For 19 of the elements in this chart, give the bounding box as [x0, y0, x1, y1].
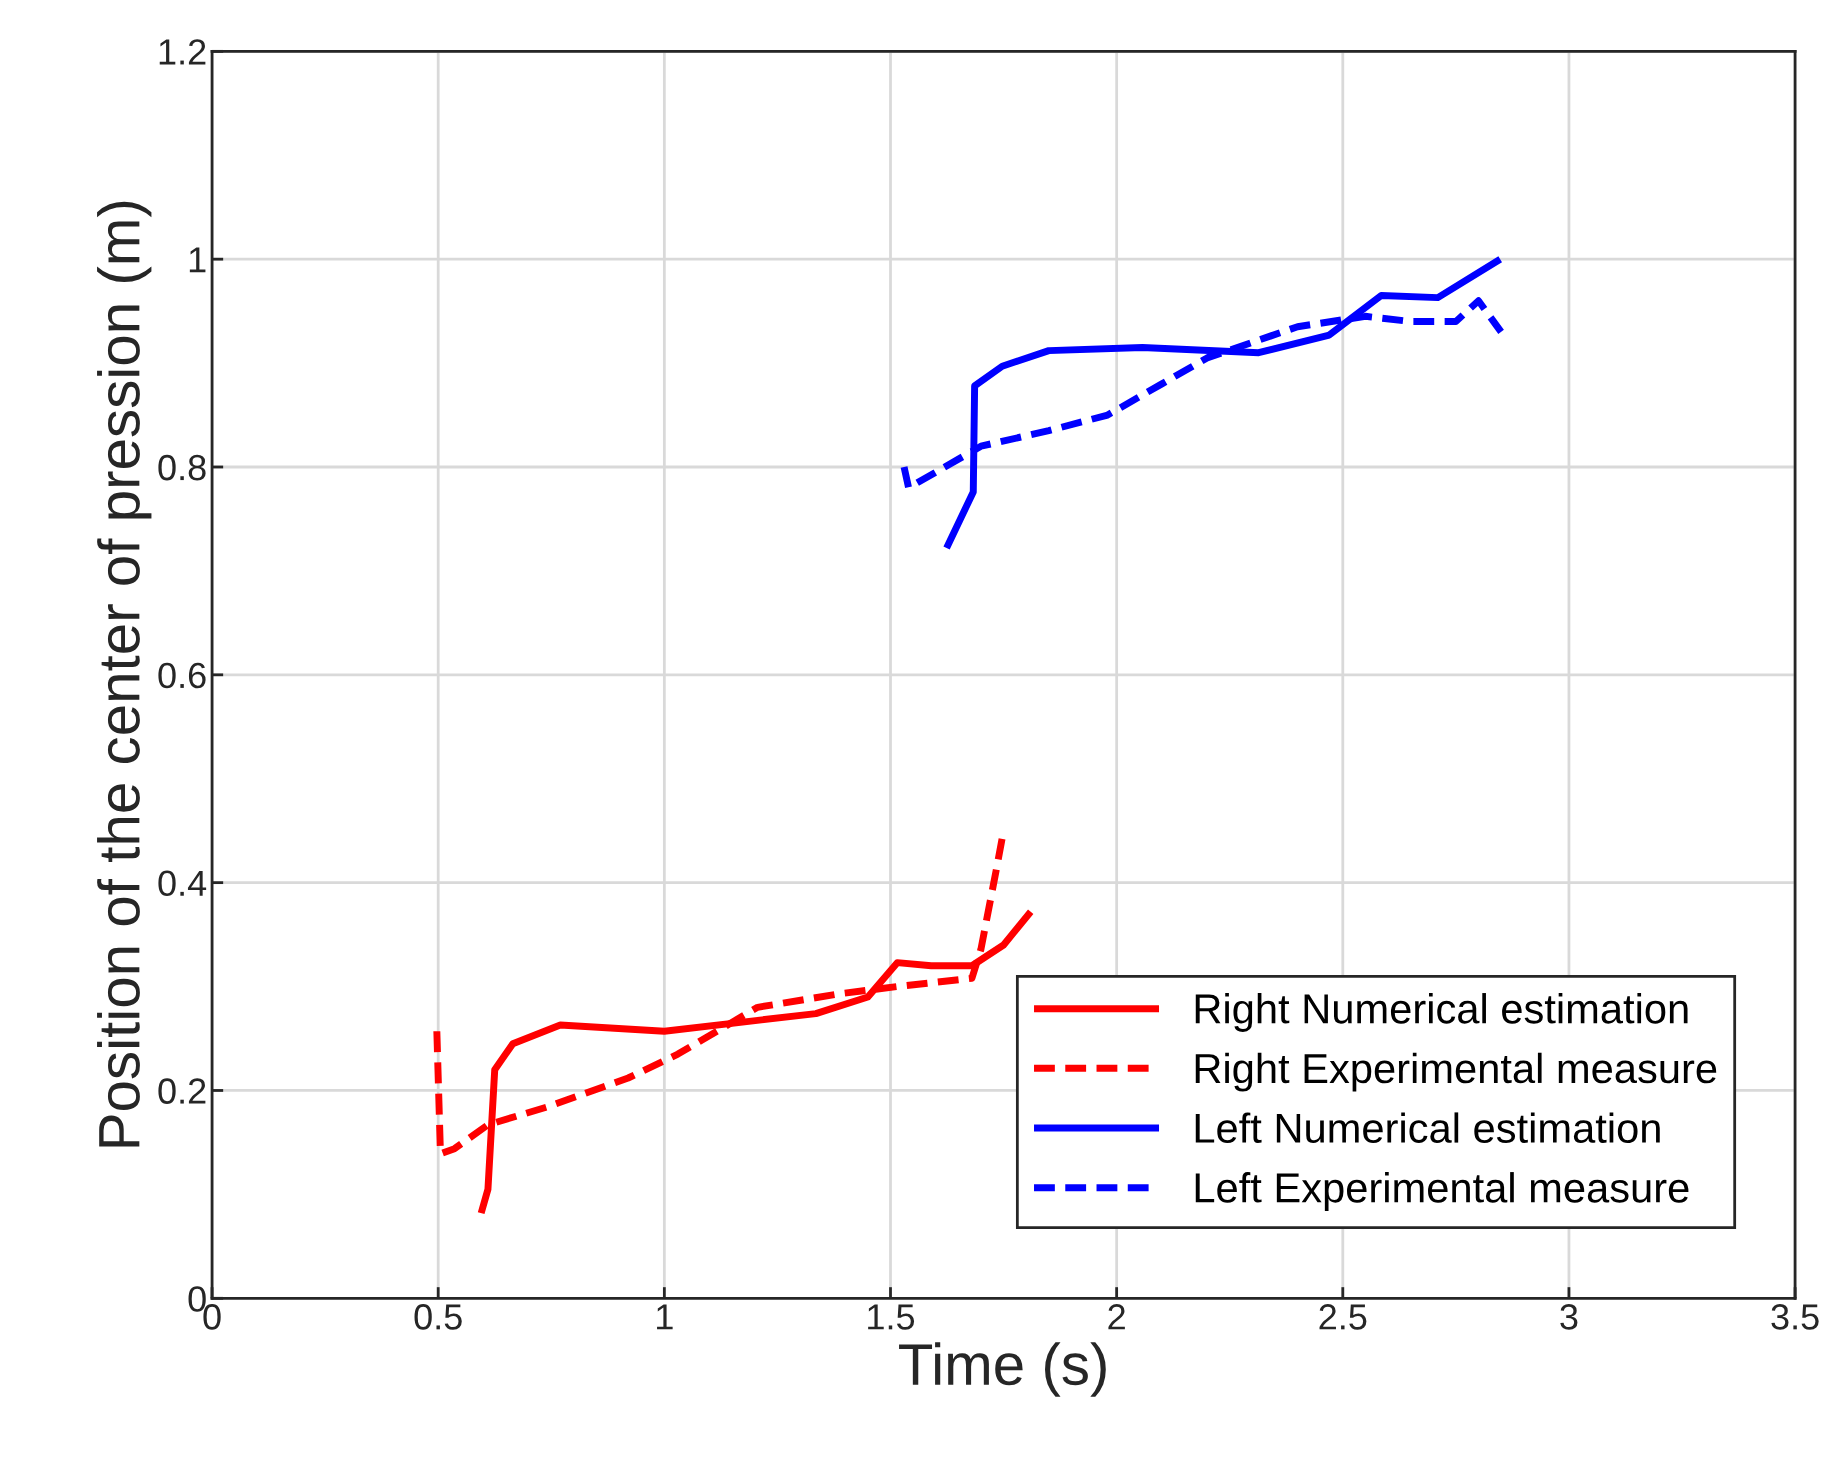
- x-axis-title: Time (s): [899, 1342, 1106, 1397]
- x-tick-label: 3.5: [1771, 1304, 1819, 1330]
- x-tick-label: 2.5: [1319, 1304, 1367, 1330]
- legend-label: Left Experimental measure: [1195, 1172, 1689, 1211]
- x-tick-label: 2: [1108, 1304, 1125, 1330]
- y-tick-label: 0.6: [158, 662, 206, 689]
- legend-label: Left Numerical estimation: [1195, 1112, 1660, 1144]
- legend-label: Right Numerical estimation: [1195, 993, 1688, 1032]
- x-tick-label: 1: [657, 1304, 673, 1330]
- x-tick-label: 1.5: [868, 1304, 915, 1330]
- y-tick-label: 1.2: [159, 39, 206, 65]
- y-tick-label: 0.2: [158, 1078, 206, 1104]
- y-tick-label: 0.8: [158, 454, 206, 481]
- y-tick-label: 0.4: [158, 870, 207, 897]
- x-tick-label: 0.5: [414, 1304, 462, 1330]
- y-tick-label: 1: [189, 247, 206, 273]
- y-axis-title: Position of the center of pression (m): [97, 201, 152, 1147]
- x-tick-label: 3: [1560, 1304, 1578, 1330]
- legend-label: Right Experimental measure: [1195, 1052, 1717, 1092]
